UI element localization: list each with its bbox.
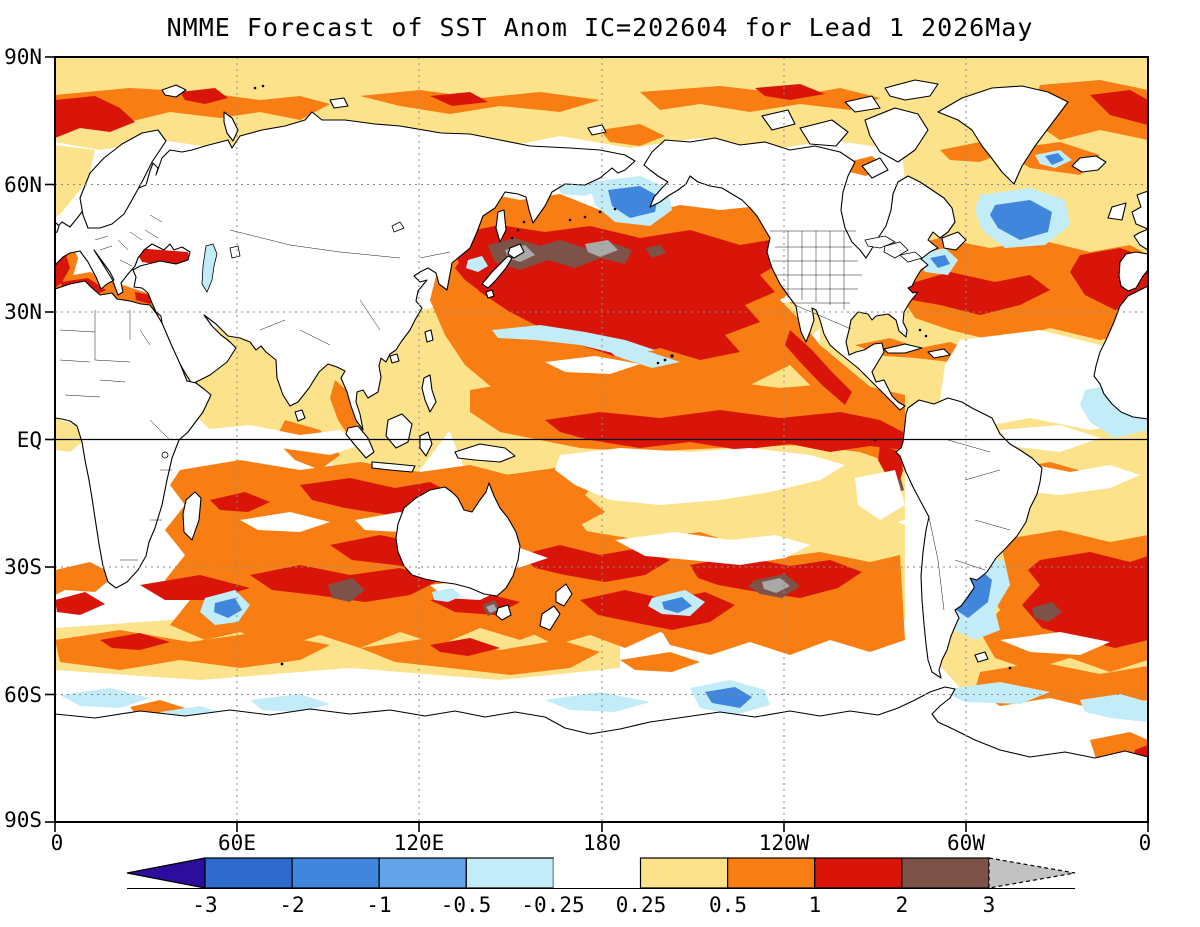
land-iberia-edge	[1118, 251, 1148, 292]
y-tick-label: 30S	[4, 555, 42, 579]
land-sakhalin	[495, 209, 507, 243]
x-tick-label: 180	[583, 831, 621, 855]
colorbar-segment	[814, 857, 903, 889]
land-hispaniola	[927, 348, 951, 359]
y-tick-label: 90S	[4, 808, 42, 832]
colorbar: -3 -2 -1 -0.5 -0.25 0.25 0.5 1 2 3	[126, 857, 1076, 917]
colorbar-below-arrow	[126, 857, 206, 889]
colorbar-tick-label: -3	[192, 893, 217, 917]
land-sumatra	[345, 425, 375, 459]
land-ireland	[1107, 202, 1127, 221]
land-svalbard	[161, 84, 187, 98]
aral-sea	[229, 245, 241, 259]
colorbar-segment	[291, 857, 380, 889]
colorbar-tick-label: 2	[896, 893, 909, 917]
colorbar-segment	[553, 858, 641, 888]
colorbar-segment	[901, 857, 990, 889]
land-wrangel	[587, 124, 607, 136]
land-west-africa-edge	[1093, 285, 1148, 420]
colorbar-tick-label: -0.5	[441, 893, 492, 917]
land-cuba	[883, 343, 923, 354]
colorbar-segment	[639, 857, 729, 889]
land-devon	[844, 95, 881, 113]
x-tick-label: 0	[1139, 831, 1152, 855]
land-philippines	[421, 374, 437, 413]
land-madagascar	[182, 491, 202, 541]
y-tick-label: EQ	[17, 428, 42, 452]
colorbar-segment	[378, 857, 467, 889]
y-tick-label: 60S	[4, 683, 42, 707]
land-south-america	[895, 397, 1043, 679]
colorbar-tick-label: -1	[366, 893, 391, 917]
lakes	[161, 221, 923, 459]
colorbar-segment	[204, 857, 293, 889]
colorbar-tick-label: 0.5	[709, 893, 747, 917]
land-sulawesi	[419, 431, 433, 457]
land-falklands	[974, 651, 989, 663]
political-borders	[59, 214, 1011, 611]
x-tick-label: 60E	[218, 831, 256, 855]
land-banks-island	[761, 109, 796, 131]
land-new-zealand-north	[555, 583, 573, 607]
land-victoria-island	[799, 119, 849, 147]
land-africa	[55, 280, 212, 589]
y-tick-label: 60N	[4, 173, 42, 197]
colorbar-segment	[465, 857, 554, 889]
land-eurasia	[55, 111, 636, 431]
land-hainan	[389, 353, 400, 364]
colorbar-tick-label: 0.25	[616, 893, 667, 917]
colorbar-tick-label: 1	[809, 893, 822, 917]
land-new-guinea	[454, 443, 516, 463]
colorbar-segment	[726, 857, 816, 889]
land-taiwan	[424, 329, 434, 343]
land-new-zealand-south	[539, 605, 561, 631]
y-axis: 90N 60N 30N EQ 30S 60S 90S	[4, 45, 55, 832]
land-north-america	[643, 137, 956, 411]
land-japan-honshu	[481, 255, 513, 289]
colorbar-tick-label: -0.25	[521, 893, 584, 917]
land-scandinavia	[79, 129, 167, 229]
y-tick-label: 30N	[4, 300, 42, 324]
land-java	[371, 461, 416, 473]
land-australia	[395, 482, 521, 597]
x-tick-label: 0	[51, 831, 64, 855]
lake-erie-ontario	[899, 251, 923, 263]
caspian-sea	[201, 243, 218, 293]
land-japan-hokkaido	[507, 243, 525, 259]
island-specks	[253, 84, 1012, 670]
x-tick-label: 60W	[947, 831, 985, 855]
colorbar-tick-label: 3	[983, 893, 996, 917]
land-novaya-zemlya	[223, 111, 239, 142]
lake-michigan-huron	[883, 241, 909, 259]
lake-baikal	[391, 221, 405, 233]
graticule	[55, 57, 1148, 822]
land-iceland	[1071, 155, 1107, 173]
land-severnaya-zemlya	[329, 97, 349, 109]
chart-title: NMME Forecast of SST Anom IC=202604 for …	[167, 13, 1034, 42]
map-plot-area	[55, 57, 1148, 822]
colorbar-tick-label: -2	[279, 893, 304, 917]
land-southampton	[861, 157, 889, 179]
land-greenland	[937, 85, 1069, 185]
land-sri-lanka	[294, 409, 306, 422]
x-tick-label: 120W	[759, 831, 810, 855]
land-france-edge	[1133, 228, 1148, 251]
land-baffin	[864, 107, 929, 163]
colorbar-above-arrow	[988, 857, 1076, 889]
land-japan-kyushu	[485, 289, 495, 299]
land-britain-edge	[1131, 190, 1148, 230]
y-tick-label: 90N	[4, 45, 42, 69]
land-tasmania	[495, 604, 512, 621]
lake-victoria	[161, 451, 169, 459]
x-tick-label: 120E	[394, 831, 445, 855]
land-ellesmere	[884, 79, 939, 101]
x-axis: 0 60E 120E 180 120W 60W 0	[51, 822, 1152, 855]
land-newfoundland	[941, 231, 967, 251]
